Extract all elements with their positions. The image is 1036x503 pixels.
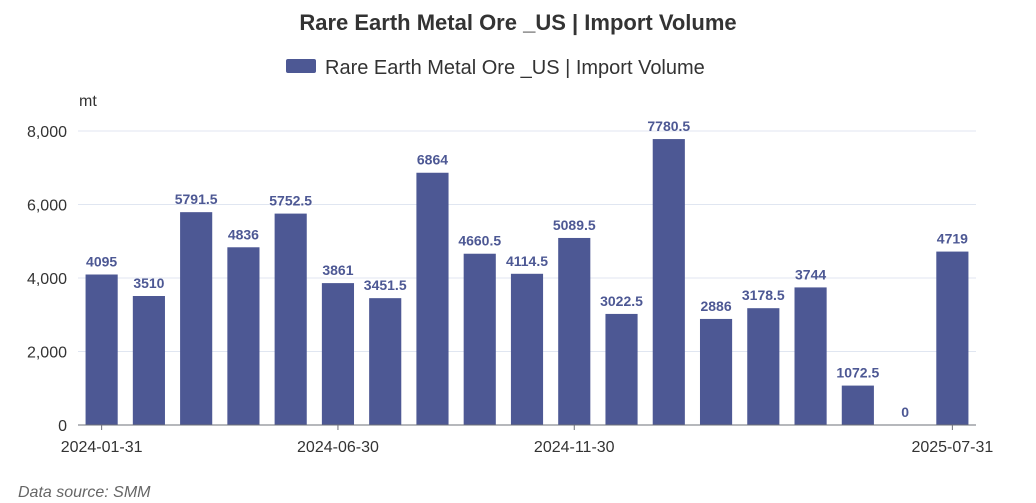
data-label: 3861 [322, 262, 353, 278]
data-label: 3744 [795, 266, 826, 282]
data-label: 5791.5 [175, 191, 218, 207]
bar[interactable] [936, 251, 969, 425]
data-label: 3178.5 [742, 287, 785, 303]
bar[interactable] [747, 308, 780, 425]
bar[interactable] [699, 318, 733, 425]
y-tick-label: 6,000 [27, 198, 67, 215]
data-label: 7780.5 [647, 118, 690, 134]
x-tick-label: 2025-07-31 [911, 439, 993, 456]
legend-label: Rare Earth Metal Ore _US | Import Volume [325, 57, 705, 79]
bar-series [85, 139, 969, 425]
data-label: 4114.5 [506, 253, 548, 269]
data-label: 6864 [417, 152, 448, 168]
bar[interactable] [510, 273, 544, 425]
chart-title: Rare Earth Metal Ore _US | Import Volume [299, 10, 736, 35]
data-labels: 4095 3510 5791.5 4836 5752.5 3861 3451.5 6864 46… [86, 118, 968, 420]
bar[interactable] [369, 298, 402, 425]
bar[interactable] [463, 253, 496, 425]
bar[interactable] [321, 283, 355, 425]
x-axis-ticks: 2024-01-31 2024-06-30 2024-11-30 2025-07-31 [61, 425, 993, 456]
legend-swatch [286, 59, 316, 73]
data-label: 2886 [700, 298, 731, 314]
x-tick-label: 2024-01-31 [61, 439, 143, 456]
y-axis-unit: mt [79, 93, 97, 110]
legend[interactable]: Rare Earth Metal Ore _US | Import Volume [286, 57, 705, 79]
y-tick-label: 0 [58, 418, 67, 435]
data-label: 3022.5 [600, 293, 643, 309]
data-label: 0 [901, 404, 909, 420]
y-tick-label: 8,000 [27, 124, 67, 141]
bar[interactable] [274, 213, 307, 425]
bar[interactable] [85, 274, 118, 425]
x-tick-label: 2024-11-30 [534, 439, 615, 456]
bar[interactable] [416, 172, 449, 425]
data-label: 4836 [228, 226, 259, 242]
bar[interactable] [794, 287, 827, 425]
bar[interactable] [652, 139, 685, 425]
bar[interactable] [132, 296, 165, 425]
bar[interactable] [605, 313, 638, 425]
data-label: 3510 [133, 275, 164, 291]
data-label: 3451.5 [364, 277, 407, 293]
bar[interactable] [180, 212, 213, 425]
data-label: 4095 [86, 254, 117, 270]
data-label: 5752.5 [269, 193, 312, 209]
bar[interactable] [227, 247, 260, 425]
data-label: 4660.5 [458, 233, 501, 249]
y-tick-label: 4,000 [27, 271, 67, 288]
y-axis-ticks: 0 2,000 4,000 6,000 8,000 [27, 124, 67, 435]
data-label: 1072.5 [836, 365, 879, 381]
bar[interactable] [558, 237, 591, 425]
data-label: 5089.5 [553, 217, 596, 233]
bar[interactable] [841, 385, 874, 425]
data-source: Data source: SMM [18, 484, 151, 501]
y-tick-label: 2,000 [27, 345, 67, 362]
data-label: 4719 [937, 231, 968, 247]
x-tick-label: 2024-06-30 [297, 439, 379, 456]
